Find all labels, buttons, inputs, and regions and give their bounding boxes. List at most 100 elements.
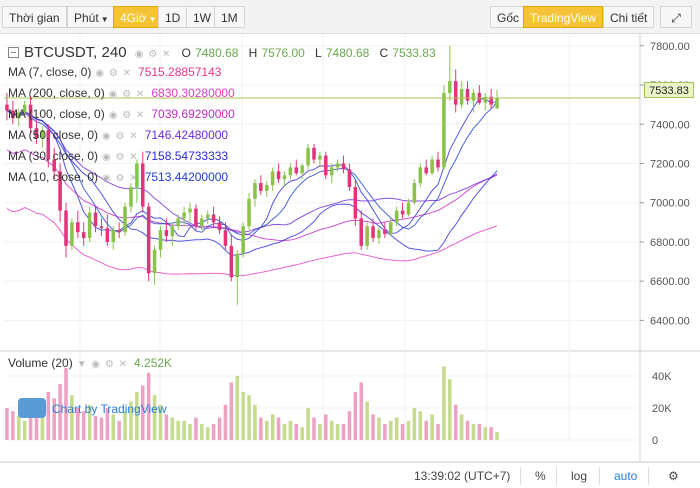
candle-body bbox=[341, 163, 346, 170]
candle-body bbox=[430, 159, 434, 174]
candle-body bbox=[182, 212, 186, 219]
indicator-legend[interactable]: MA (100, close, 0) ◉ ⚙ ✕ 7039.69290000 bbox=[8, 106, 235, 122]
candle-body bbox=[200, 218, 204, 227]
candle-body bbox=[388, 222, 393, 235]
volume-bar bbox=[483, 427, 488, 440]
indicator-controls-icon[interactable]: ◉ ⚙ ✕ bbox=[108, 110, 146, 121]
close-value: 7533.83 bbox=[392, 46, 436, 60]
clock-timezone[interactable]: 13:39:02 (UTC+7) bbox=[414, 469, 511, 483]
volume-bar bbox=[448, 379, 452, 440]
candle-body bbox=[259, 183, 263, 191]
chart-settings-gear-icon[interactable]: ⚙ bbox=[668, 469, 679, 483]
legend-controls-icon[interactable]: ◉ ⚙ ✕ bbox=[134, 49, 172, 60]
volume-bar bbox=[52, 398, 56, 440]
volume-bar bbox=[388, 420, 393, 440]
indicator-controls-icon[interactable]: ◉ ⚙ ✕ bbox=[102, 131, 139, 142]
volume-bar bbox=[123, 411, 127, 440]
price-axis-label: 7200.00 bbox=[650, 158, 690, 170]
volume-bar bbox=[11, 411, 15, 440]
candle-body bbox=[34, 128, 39, 138]
volume-bar bbox=[329, 420, 334, 440]
volume-bar bbox=[140, 385, 145, 440]
volume-bar bbox=[16, 416, 21, 440]
volume-bar bbox=[235, 376, 240, 440]
divider bbox=[599, 467, 600, 485]
volume-bar bbox=[288, 420, 293, 440]
volume-legend[interactable]: Volume (20) ▼ ◉ ⚙ ✕ 4.252K bbox=[8, 355, 172, 371]
indicator-legend[interactable]: MA (200, close, 0) ◉ ⚙ ✕ 6830.30280000 bbox=[8, 85, 235, 101]
log-scale-toggle[interactable]: log bbox=[571, 469, 588, 483]
expand-arrows-icon[interactable]: ⤢ bbox=[660, 6, 692, 28]
ma-line bbox=[6, 206, 498, 277]
volume-bar bbox=[300, 427, 304, 440]
indicator-controls-icon[interactable]: ◉ ⚙ ✕ bbox=[102, 152, 139, 163]
candle-body bbox=[276, 171, 281, 180]
volume-bar bbox=[347, 411, 352, 440]
percent-scale-toggle[interactable]: % bbox=[535, 469, 546, 483]
volume-bar bbox=[64, 368, 68, 440]
divider bbox=[556, 467, 557, 485]
volume-bar bbox=[34, 400, 39, 440]
candle-body bbox=[117, 230, 121, 233]
volume-value: 4.252K bbox=[134, 356, 173, 370]
volume-bar bbox=[247, 395, 251, 440]
candle-body bbox=[312, 147, 316, 160]
interval-minute-button[interactable]: Phút ▼ bbox=[67, 6, 116, 28]
candle-body bbox=[253, 183, 257, 199]
price-axis-label: 7000.00 bbox=[650, 198, 690, 210]
volume-bar bbox=[176, 420, 180, 440]
view-original-button[interactable]: Gốc bbox=[490, 6, 527, 28]
volume-bar bbox=[453, 404, 458, 440]
volume-bar bbox=[459, 414, 464, 440]
view-tradingview-button[interactable]: TradingView bbox=[523, 6, 604, 28]
candle-body bbox=[176, 218, 180, 227]
volume-bar bbox=[259, 417, 263, 440]
interval-time-button[interactable]: Thời gian bbox=[2, 6, 67, 28]
auto-scale-toggle[interactable]: auto bbox=[614, 469, 638, 483]
candle-body bbox=[288, 167, 293, 176]
interval-4h-button[interactable]: 4Giờ ▼ bbox=[113, 6, 164, 28]
high-value: 7576.00 bbox=[261, 46, 305, 60]
interval-1m-button[interactable]: 1M bbox=[214, 6, 245, 28]
view-details-button[interactable]: Chi tiết bbox=[603, 6, 655, 28]
price-axis-label: 7800.00 bbox=[650, 41, 690, 53]
tradingview-watermark[interactable]: Chart by TradingView bbox=[18, 398, 167, 418]
candle-body bbox=[81, 232, 86, 239]
candle-body bbox=[28, 104, 33, 129]
candle-body bbox=[483, 96, 488, 103]
indicator-controls-icon[interactable]: ◉ ⚙ ✕ bbox=[108, 89, 146, 100]
candle-body bbox=[448, 81, 452, 93]
volume-bar bbox=[241, 392, 245, 440]
indicator-controls-icon[interactable]: ◉ ⚙ ✕ bbox=[95, 68, 133, 79]
candle-body bbox=[152, 249, 157, 274]
interval-1d-button[interactable]: 1D bbox=[158, 6, 188, 28]
candle-body bbox=[158, 230, 163, 250]
volume-bar bbox=[111, 414, 116, 440]
indicator-legend[interactable]: MA (50, close, 0) ◉ ⚙ ✕ 7146.42480000 bbox=[8, 127, 228, 143]
candle-body bbox=[335, 163, 340, 168]
volume-bar bbox=[217, 417, 222, 440]
volume-bar bbox=[87, 404, 92, 440]
indicator-legend[interactable]: MA (7, close, 0) ◉ ⚙ ✕ 7515.28857143 bbox=[8, 64, 221, 80]
candle-body bbox=[406, 202, 411, 215]
collapse-legend-icon[interactable] bbox=[8, 47, 19, 58]
volume-controls-icon[interactable]: ▼ ◉ ⚙ ✕ bbox=[76, 359, 129, 370]
volume-bar bbox=[270, 414, 275, 440]
candle-body bbox=[40, 130, 45, 138]
volume-bar bbox=[164, 414, 169, 440]
candle-body bbox=[264, 185, 269, 191]
candle-body bbox=[170, 226, 175, 237]
candle-body bbox=[194, 208, 198, 227]
volume-bar bbox=[442, 366, 446, 440]
volume-bar bbox=[306, 408, 310, 440]
indicator-legend[interactable]: MA (10, close, 0) ◉ ⚙ ✕ 7513.44200000 bbox=[8, 169, 228, 185]
indicator-legend[interactable]: MA (30, close, 0) ◉ ⚙ ✕ 7158.54733333 bbox=[8, 148, 228, 164]
ma-line bbox=[6, 110, 498, 257]
volume-bar bbox=[194, 417, 198, 440]
candle-body bbox=[205, 214, 210, 219]
volume-bar bbox=[205, 427, 210, 440]
candle-body bbox=[282, 175, 287, 180]
candle-body bbox=[22, 104, 27, 113]
indicator-controls-icon[interactable]: ◉ ⚙ ✕ bbox=[102, 173, 139, 184]
volume-bar bbox=[418, 411, 423, 440]
